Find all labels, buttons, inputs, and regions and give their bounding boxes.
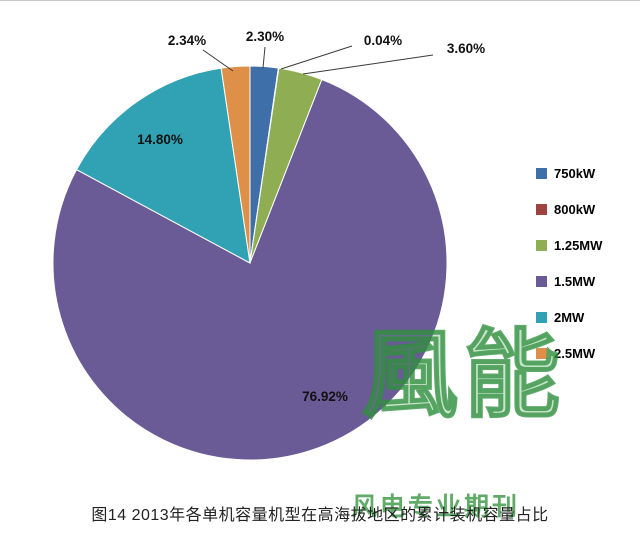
pie-label-2mw: 14.80% (137, 132, 183, 147)
legend-item-1-25mw: 1.25MW (536, 239, 602, 252)
legend-label: 800kW (554, 202, 596, 217)
legend-item-2-5mw: 2.5MW (536, 347, 602, 360)
pie-label-750kw: 2.30% (246, 29, 284, 44)
leader-line-2-5mw (202, 49, 234, 72)
legend-label: 1.25MW (554, 238, 603, 253)
legend-label: 1.5MW (554, 274, 596, 289)
figure-caption: 图14 2013年各单机容量机型在高海拔地区的累计装机容量占比 (91, 507, 549, 524)
legend-item-2mw: 2MW (536, 311, 602, 324)
legend-label: 2.5MW (554, 346, 596, 361)
pie (52, 65, 448, 461)
leader-line-750kw (262, 46, 266, 69)
pie-label-1-5mw: 76.92% (302, 389, 348, 404)
pie-slice-2MW (75, 67, 251, 264)
legend-swatch (536, 312, 547, 323)
legend: 750kW 800kW 1.25MW 1.5MW 2MW 2.5MW (536, 167, 602, 360)
legend-item-800kw: 800kW (536, 203, 602, 216)
pie-label-2-5mw: 2.34% (168, 33, 206, 48)
legend-label: 750kW (554, 166, 596, 181)
legend-item-1-5mw: 1.5MW (536, 275, 602, 288)
leader-line-800kw (280, 45, 353, 70)
legend-swatch (536, 168, 547, 179)
pie-slice-1.5MW (52, 78, 448, 461)
legend-swatch (536, 276, 547, 287)
legend-swatch (536, 204, 547, 215)
legend-item-750kw: 750kW (536, 167, 602, 180)
pie-label-1-25mw: 3.60% (447, 41, 485, 56)
legend-label: 2MW (554, 310, 585, 325)
legend-swatch (536, 348, 547, 359)
pie-chart-canvas: 2.30% 0.04% 3.60% 76.92% 14.80% 2.34% (52, 29, 485, 461)
pie-slice-2.5MW (220, 65, 251, 264)
pie-label-800kw: 0.04% (364, 33, 402, 48)
leader-line-1-25mw (302, 54, 434, 75)
legend-swatch (536, 240, 547, 251)
